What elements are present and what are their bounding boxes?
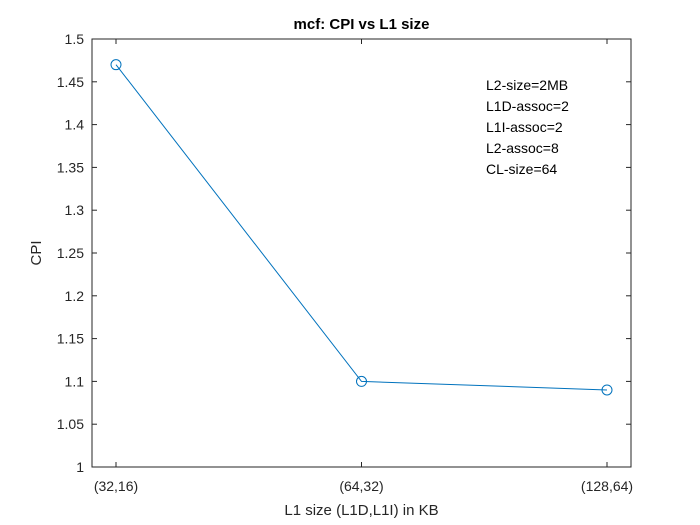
y-tick-label: 1.05 <box>57 416 84 432</box>
annotation-line: L1I-assoc=2 <box>486 119 563 135</box>
y-tick-label: 1.45 <box>57 74 84 90</box>
data-point-marker <box>601 384 613 396</box>
x-tick-label: (128,64) <box>581 478 633 494</box>
y-tick-label: 1.2 <box>65 288 85 304</box>
annotation-line: L2-assoc=8 <box>486 140 559 156</box>
y-tick-label: 1.3 <box>65 202 85 218</box>
plot-area <box>91 38 632 468</box>
y-tick-label: 1.4 <box>65 117 85 133</box>
annotation-block: L2-size=2MB L1D-assoc=2 L1I-assoc=2 L2-asso… <box>486 77 569 177</box>
data-point-marker <box>110 59 122 71</box>
chart-title: mcf: CPI vs L1 size <box>294 16 430 33</box>
annotation-line: L2-size=2MB <box>486 77 568 93</box>
data-point-marker <box>356 375 367 387</box>
series-group <box>110 59 613 396</box>
annotation-line: L1D-assoc=2 <box>486 98 569 114</box>
y-axis-label: CPI <box>28 240 45 265</box>
series-line <box>115 64 608 391</box>
y-axis: 1 1.05 1.1 1.15 1.2 1.25 1.3 1.35 1.4 1.45 1.5 <box>57 31 631 475</box>
x-tick-label: (64,32) <box>339 478 383 494</box>
x-tick-label: (32,16) <box>94 478 138 494</box>
y-tick-label: 1.1 <box>65 373 85 389</box>
x-axis: (32,16) (64,32) (128,64) <box>94 39 633 494</box>
y-tick-label: 1.35 <box>57 159 84 175</box>
y-tick-label: 1.5 <box>65 31 85 47</box>
y-tick-label: 1.25 <box>57 245 84 261</box>
y-tick-label: 1 <box>76 459 84 475</box>
annotation-line: CL-size=64 <box>486 161 557 177</box>
y-tick-label: 1.15 <box>57 331 84 347</box>
x-axis-label: L1 size (L1D,L1I) in KB <box>284 502 438 519</box>
